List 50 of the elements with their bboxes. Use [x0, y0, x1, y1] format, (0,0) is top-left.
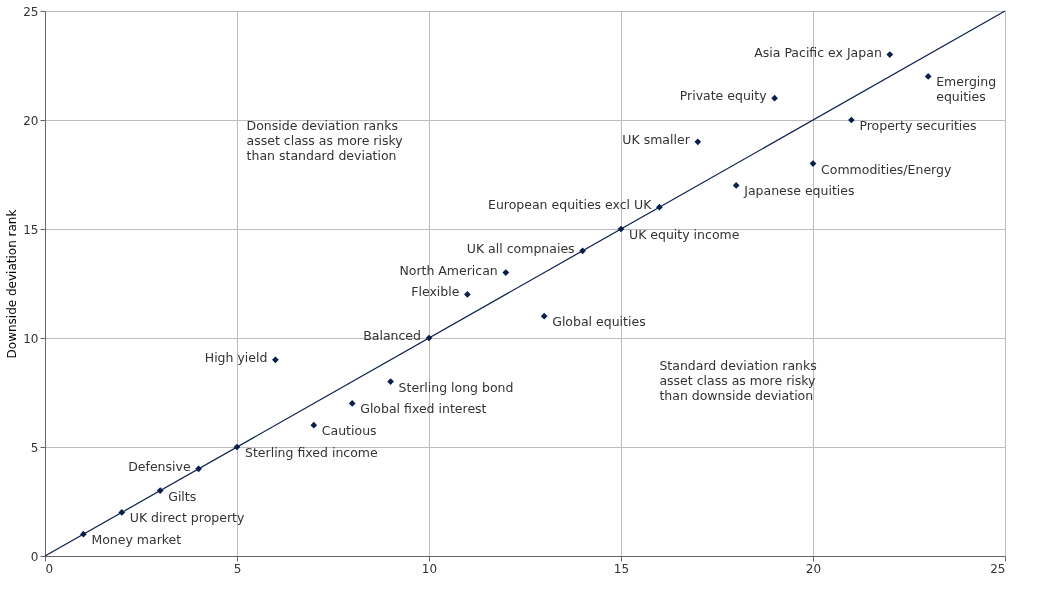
- annotation: Private equity: [679, 88, 768, 104]
- annotation: Balanced: [363, 328, 421, 343]
- point: [886, 51, 894, 58]
- point: [502, 269, 510, 276]
- annotation: Standard deviation ranks asset class as more risky than downside deviation: [659, 357, 817, 403]
- point: [387, 378, 394, 385]
- point: [694, 138, 702, 146]
- annotation: Emerging equities: [936, 74, 997, 104]
- annotation: North American: [399, 262, 498, 278]
- annotation: Sterling long bond: [398, 379, 514, 395]
- annotation: Gilts: [168, 488, 197, 504]
- annotation: Japanese equities: [743, 183, 855, 199]
- annotation: European equities excl UK: [487, 197, 653, 213]
- annotation: Sterling fixed income: [245, 445, 379, 460]
- point: [310, 421, 318, 429]
- annotation: Donside deviation ranks asset class as more risky than standard deviation: [246, 118, 404, 163]
- point: [540, 312, 548, 320]
- annotation: UK equity income: [629, 227, 740, 242]
- point: [732, 182, 740, 189]
- x-tick-label: 5: [233, 561, 242, 576]
- annotation: High yield: [204, 349, 268, 365]
- y-tick-label: 0: [30, 549, 39, 564]
- annotation: UK direct property: [129, 510, 245, 526]
- annotation: Commodities/Energy: [821, 161, 952, 177]
- y-axis-title: Downside deviation rank: [5, 209, 20, 359]
- annotation: Property securities: [859, 118, 977, 133]
- x-tick-label: 10: [421, 561, 438, 576]
- x-tick-label: 0: [45, 561, 54, 576]
- annotation: Money market: [91, 532, 182, 548]
- y-tick-label: 20: [23, 113, 39, 128]
- annotation: Global equities: [552, 314, 646, 330]
- point: [272, 356, 279, 364]
- y-tick-label: 15: [23, 222, 39, 237]
- annotation: UK all compnaies: [466, 240, 575, 256]
- point: [771, 94, 778, 102]
- annotation: Defensive: [128, 458, 191, 474]
- x-tick-label: 20: [805, 561, 822, 576]
- point: [348, 400, 356, 407]
- y-tick-label: 5: [30, 440, 39, 455]
- point: [924, 73, 932, 80]
- point: [464, 291, 471, 298]
- x-tick-label: 15: [613, 561, 630, 576]
- annotation: Cautious: [321, 423, 377, 439]
- y-tick-label: 25: [23, 4, 39, 19]
- annotation: Flexible: [411, 284, 460, 300]
- annotation: Global fixed interest: [360, 401, 487, 417]
- annotation: UK smaller: [622, 131, 691, 147]
- x-tick-label: 25: [990, 561, 1006, 576]
- annotation: Asia Pacific ex Japan: [754, 44, 882, 60]
- y-tick-label: 10: [23, 331, 39, 346]
